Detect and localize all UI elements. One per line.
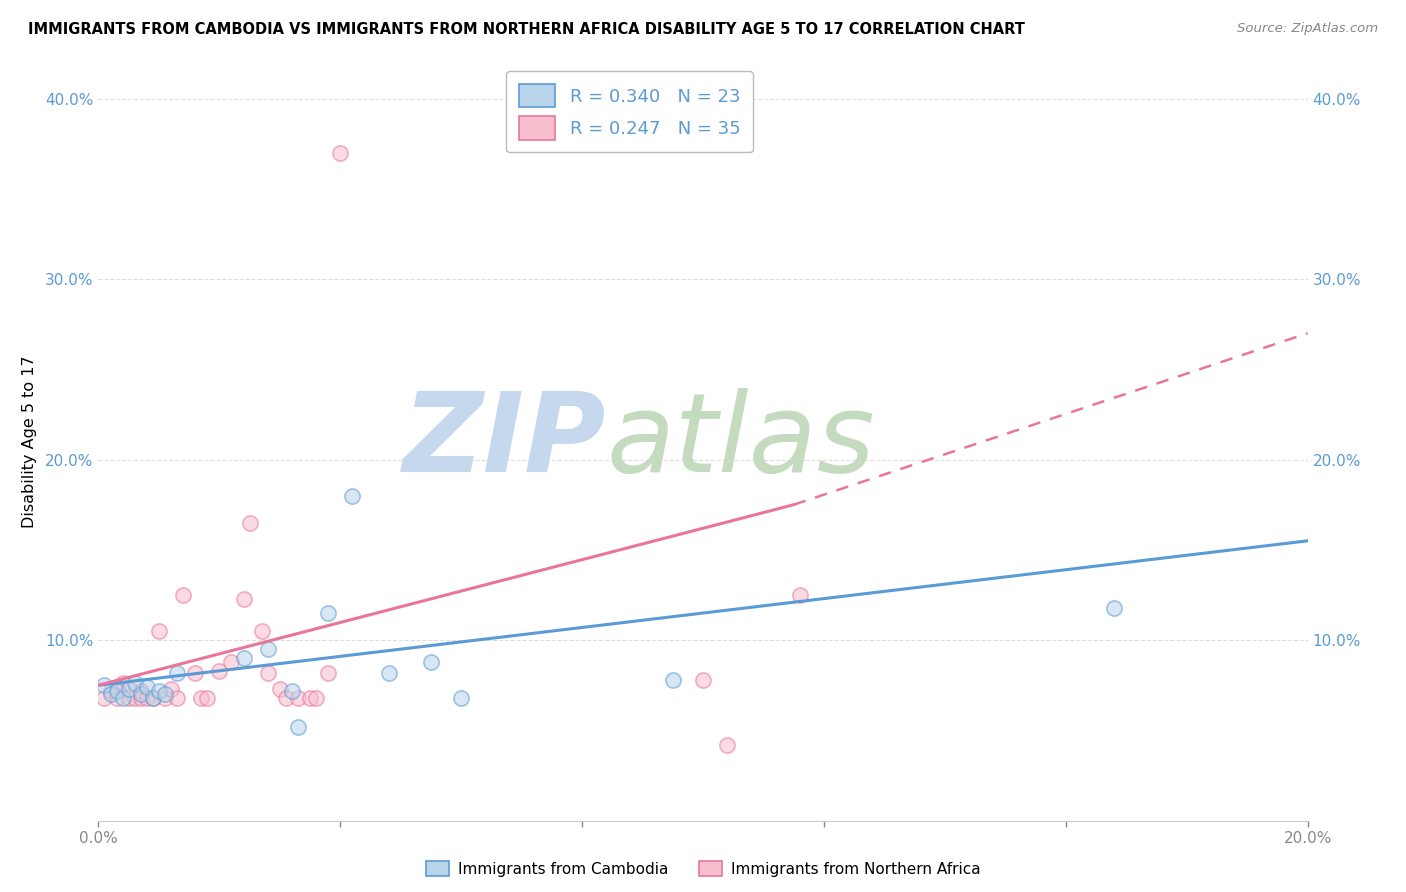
Point: [105, 680, 128, 694]
Legend: Immigrants from Cambodia, Immigrants from Northern Africa: Immigrants from Cambodia, Immigrants fro…: [418, 853, 988, 884]
Point: [190, 690, 212, 705]
Point: [287, 720, 309, 734]
Point: [148, 683, 170, 698]
Point: [316, 665, 339, 680]
Point: [160, 681, 183, 696]
Point: [342, 489, 364, 503]
Point: [153, 687, 176, 701]
Point: [184, 665, 207, 680]
Text: atlas: atlas: [606, 388, 875, 495]
Point: [166, 690, 188, 705]
Text: ZIP: ZIP: [402, 388, 606, 495]
Point: [208, 664, 231, 678]
Point: [232, 651, 254, 665]
Point: [129, 690, 152, 705]
Text: IMMIGRANTS FROM CAMBODIA VS IMMIGRANTS FROM NORTHERN AFRICA DISABILITY AGE 5 TO : IMMIGRANTS FROM CAMBODIA VS IMMIGRANTS F…: [28, 22, 1025, 37]
Point: [142, 690, 165, 705]
Point: [124, 676, 146, 690]
Point: [105, 690, 128, 705]
Point: [716, 738, 738, 752]
Point: [377, 665, 399, 680]
Point: [239, 516, 262, 530]
Point: [93, 690, 115, 705]
Legend: R = 0.340   N = 23, R = 0.247   N = 35: R = 0.340 N = 23, R = 0.247 N = 35: [506, 71, 754, 153]
Point: [118, 690, 141, 705]
Point: [129, 687, 152, 701]
Point: [100, 683, 122, 698]
Point: [256, 642, 278, 657]
Point: [195, 690, 218, 705]
Point: [789, 588, 811, 602]
Point: [166, 665, 188, 680]
Point: [135, 690, 157, 705]
Point: [221, 655, 243, 669]
Point: [135, 680, 157, 694]
Point: [274, 690, 297, 705]
Point: [93, 678, 115, 692]
Point: [153, 690, 176, 705]
Point: [232, 591, 254, 606]
Point: [450, 690, 472, 705]
Y-axis label: Disability Age 5 to 17: Disability Age 5 to 17: [21, 355, 37, 528]
Text: Source: ZipAtlas.com: Source: ZipAtlas.com: [1237, 22, 1378, 36]
Point: [256, 665, 278, 680]
Point: [287, 690, 309, 705]
Point: [148, 624, 170, 639]
Point: [281, 683, 304, 698]
Point: [299, 690, 322, 705]
Point: [316, 606, 339, 620]
Point: [118, 681, 141, 696]
Point: [692, 673, 714, 687]
Point: [269, 681, 291, 696]
Point: [111, 690, 134, 705]
Point: [129, 683, 152, 698]
Point: [661, 673, 683, 687]
Point: [105, 683, 128, 698]
Point: [420, 655, 443, 669]
Point: [329, 145, 352, 160]
Point: [100, 687, 122, 701]
Point: [172, 588, 194, 602]
Point: [1102, 600, 1125, 615]
Point: [250, 624, 273, 639]
Point: [111, 676, 134, 690]
Point: [124, 690, 146, 705]
Point: [142, 690, 165, 705]
Point: [305, 690, 328, 705]
